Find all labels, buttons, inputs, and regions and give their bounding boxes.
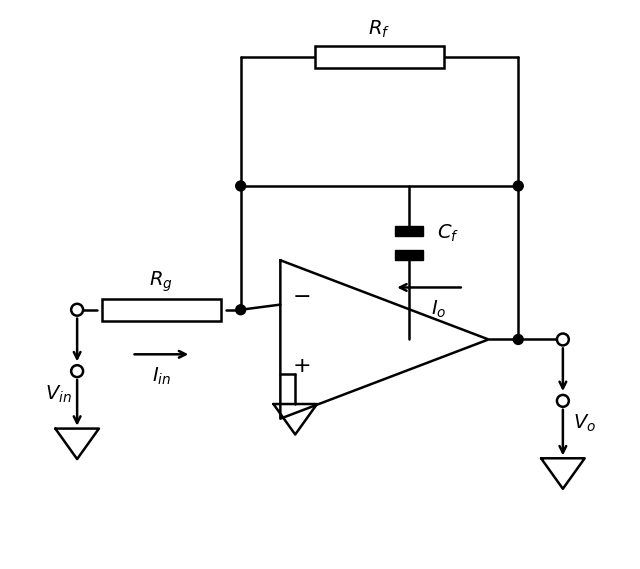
Circle shape <box>513 181 524 191</box>
Circle shape <box>513 335 524 344</box>
Circle shape <box>71 304 83 316</box>
Circle shape <box>557 395 569 407</box>
Text: I$_o$: I$_o$ <box>431 299 447 320</box>
Text: V$_o$: V$_o$ <box>573 413 596 434</box>
Text: V$_{in}$: V$_{in}$ <box>45 384 72 405</box>
Bar <box>315 46 444 68</box>
Text: I$_{in}$: I$_{in}$ <box>152 365 171 387</box>
Circle shape <box>236 181 246 191</box>
Circle shape <box>71 365 83 377</box>
Text: R$_g$: R$_g$ <box>150 270 173 294</box>
Circle shape <box>236 305 246 315</box>
Text: +: + <box>293 356 312 376</box>
Bar <box>102 299 221 321</box>
Text: R$_f$: R$_f$ <box>369 19 390 40</box>
Circle shape <box>557 333 569 345</box>
Text: −: − <box>293 287 312 307</box>
Text: C$_f$: C$_f$ <box>437 222 460 244</box>
Bar <box>396 226 423 236</box>
Bar <box>396 250 423 259</box>
